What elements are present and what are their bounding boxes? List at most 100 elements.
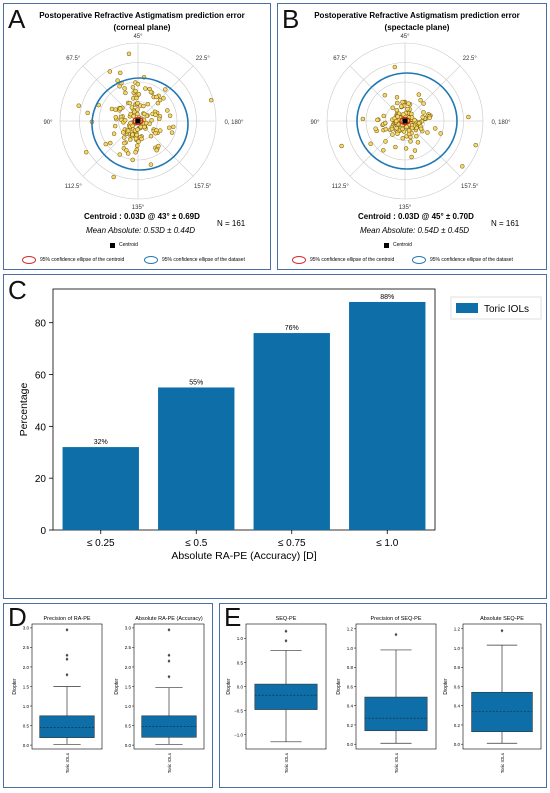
legend-centroid-b: Centroid [384,242,412,248]
data-point [111,174,116,180]
data-point [400,126,405,132]
data-point [156,143,161,149]
data-point [133,88,138,94]
y-tick-label: 0.6 [347,684,354,689]
data-point [107,69,113,74]
data-point [406,131,412,137]
y-tick-label: 3.0 [125,626,132,631]
data-point [368,141,373,147]
data-point [409,154,414,160]
x-tick-label: ≤ 1.0 [376,538,399,549]
data-point [130,157,135,163]
data-point [393,144,398,150]
data-point [418,98,423,103]
data-point [157,116,162,122]
blue-ellipse-icon [412,256,426,264]
angle-label-a22: 22.5° [196,56,211,62]
centroid-marker [402,118,408,124]
data-point [148,133,154,139]
bar-value-label: 32% [94,439,108,446]
data-point [373,126,378,131]
legend-box [450,296,542,320]
y-tick-label: 1.5 [23,684,30,689]
data-point [122,86,127,91]
data-point [126,128,131,133]
data-point [129,105,135,110]
data-point [117,70,123,76]
y-tick-label: 2.5 [23,645,30,650]
y-tick-label: 1.0 [237,636,244,641]
boxplot-title: Absolute SEQ-PE [480,616,524,622]
data-point [412,117,417,123]
red-ellipse-icon [292,256,306,264]
outlier-point [284,639,288,643]
data-point [135,127,140,132]
y-tick-label: 1.0 [125,704,132,709]
data-point [121,130,126,135]
data-point [412,148,418,153]
data-point [375,117,380,123]
bar-value-label: 55% [189,379,203,386]
data-point [409,125,415,131]
box-plots-d: Precision of RA-PE 0.0 0.5 1.0 1.5 2.0 2.5 3.0 D… [12,616,205,773]
data-point [383,126,389,132]
data-point [157,128,163,133]
data-point [85,110,90,116]
data-point [414,133,419,139]
red-ellipse-icon [22,256,36,264]
y-tick-label: 2.0 [23,665,30,670]
bar-value-label: 88% [380,294,394,301]
data-point [165,108,170,113]
angle-label-a45: 45° [400,34,410,40]
x-tick-label: ≤ 0.5 [185,538,208,549]
outlier-point [500,628,504,633]
data-point [432,126,438,131]
mean-absolute-text-b: Mean Absolute: 0.54D ± 0.45D [360,226,470,235]
y-tick-label: 2.0 [125,665,132,670]
y-tick-label: 0 [40,526,46,537]
angle-label-a157: 157.5° [194,184,212,190]
centroid-marker-icon [110,242,115,248]
data-point [117,152,123,157]
legend-swatch [456,303,478,313]
angle-label-a90: 90° [43,120,53,126]
data-point [148,89,154,95]
data-point [393,118,399,124]
angle-label-a112: 112.5° [332,184,350,190]
data-point [383,139,388,144]
data-point [139,136,144,142]
data-point [163,87,168,92]
data-point [404,124,409,130]
panel-b: B Postoperative Refractive Astigmatism p… [277,3,547,270]
panel-letter-d: D [8,602,27,632]
data-point [153,112,158,118]
box-iqr [39,715,95,738]
panel-b-title: Postoperative Refractive Astigmatism pre… [314,11,520,20]
boxplot-title: Precision of RA-PE [43,616,90,622]
bar [62,447,139,530]
data-point [135,101,140,106]
x-category-label: Toric IOLs [284,752,289,773]
outlier-point [167,674,171,679]
data-point [142,124,147,130]
data-point [155,100,161,106]
data-point [143,120,149,126]
legend-centroid-label: Centroid [119,242,138,248]
data-point [382,92,388,98]
data-point [145,101,151,107]
x-axis-label: Absolute RA-PE (Accuracy) [D] [171,550,316,562]
y-tick-label: 0.4 [347,704,354,709]
data-point [394,125,399,131]
x-category-label: Toric IOLs [500,752,505,773]
data-point [381,113,387,119]
centroid-confidence-ellipse [399,116,411,126]
panel-letter-c: C [8,275,27,305]
boxplot-title: SEQ-PE [276,616,297,622]
angle-label-a112: 112.5° [65,184,83,190]
data-point [122,117,128,123]
data-point [141,103,146,109]
polar-plot-b: 45° 22.5° 67.5° 90° 0, 180° 112.5° 157.5° 135° [310,34,511,211]
y-tick-label: 0.0 [125,743,132,748]
data-point [427,115,432,121]
data-point [118,106,123,111]
